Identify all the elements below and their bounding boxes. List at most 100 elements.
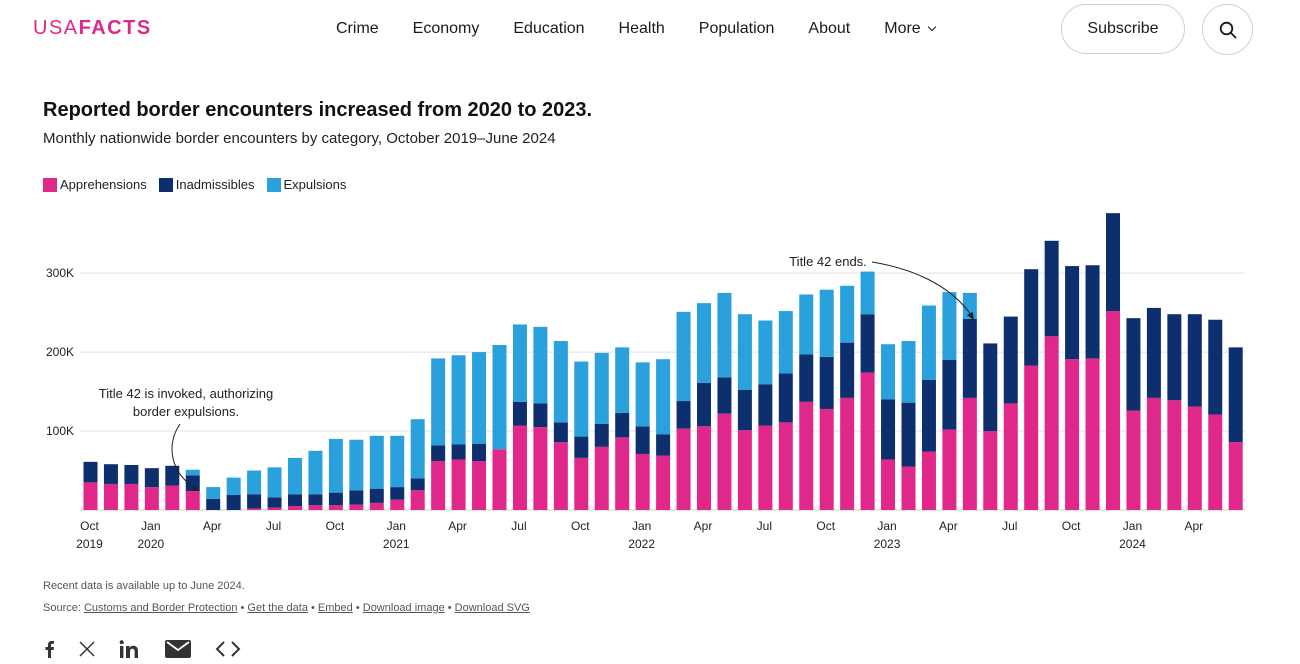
x-tick-label: Apr [694,519,713,533]
bar-apprehensions [594,446,609,510]
source-link[interactable]: Customs and Border Protection [83,602,238,614]
bar-expulsions [615,347,630,413]
nav-health[interactable]: Health [618,20,665,37]
bar-apprehensions [758,425,773,510]
bar-apprehensions [410,490,425,510]
embed-link[interactable]: Embed [317,602,353,614]
bar-expulsions [962,292,977,319]
site-header: USAFACTS Crime Economy Education Health … [0,0,1300,62]
bar-inadmissibles [431,445,446,462]
nav-education[interactable]: Education [513,20,585,37]
bar-apprehensions [1044,336,1059,510]
email-icon[interactable] [165,640,191,663]
bar-inadmissibles [206,498,221,510]
nav-population[interactable]: Population [698,20,775,37]
logo[interactable]: USAFACTS [33,17,152,39]
bar-apprehensions [390,499,405,510]
bar-apprehensions [983,431,998,510]
bar-inadmissibles [512,401,527,426]
x-tick-label: Oct [326,519,345,533]
x-tick-label: Jan [387,519,406,533]
annotation-arrowhead [191,485,199,491]
bar-expulsions [390,435,405,488]
bar-apprehensions [656,455,671,510]
download-image-link[interactable]: Download image [362,602,445,614]
bar-expulsions [942,292,957,360]
bar-inadmissibles [881,399,896,460]
y-tick-label: 100K [46,424,74,438]
bar-expulsions [758,320,773,385]
nav-economy[interactable]: Economy [412,20,480,37]
legend-swatch-expulsions [266,177,281,192]
bar-apprehensions [615,437,630,510]
nav-crime[interactable]: Crime [336,20,379,37]
bar-apprehensions [1167,400,1182,510]
bar-apprehensions [881,459,896,510]
bar-inadmissibles [594,423,609,447]
bar-apprehensions [1228,442,1243,510]
bar-apprehensions [512,425,527,510]
x-icon[interactable] [79,641,95,662]
legend-item-inadmissibles: Inadmissibles [158,177,255,192]
bar-expulsions [881,344,896,400]
bar-inadmissibles [1167,314,1182,401]
bar-apprehensions [717,413,732,510]
bar-expulsions [288,457,302,495]
bar-apprehensions [1065,359,1080,510]
nav-more[interactable]: More [884,20,936,38]
x-tick-year-label: 2021 [383,537,410,551]
bar-inadmissibles [349,490,364,505]
bar-apprehensions [1106,311,1120,510]
bar-expulsions [451,355,466,445]
get-data-link[interactable]: Get the data [247,602,308,614]
bar-inadmissibles [799,354,814,402]
bar-expulsions [553,341,568,423]
x-tick-label: Oct [816,519,835,533]
bar-inadmissibles [308,494,323,506]
bar-inadmissibles [1085,265,1100,359]
bar-apprehensions [472,461,487,510]
bar-apprehensions [860,372,875,510]
data-note: Recent data is available up to June 2024… [43,580,245,592]
annotation-title42-invoked: Title 42 is invoked, authorizing [99,386,273,401]
bar-expulsions [656,359,671,435]
bar-apprehensions [901,466,916,510]
bar-apprehensions [349,504,364,510]
bar-apprehensions [778,422,793,510]
bar-inadmissibles [267,497,282,508]
bar-inadmissibles [226,495,241,510]
bar-inadmissibles [615,412,630,438]
linkedin-icon[interactable] [119,640,141,663]
bar-inadmissibles [778,373,793,423]
bar-expulsions [247,470,262,495]
bar-expulsions [901,341,916,403]
chart-subtitle: Monthly nationwide border encounters by … [43,130,556,147]
download-svg-link[interactable]: Download SVG [454,602,530,614]
subscribe-button[interactable]: Subscribe [1061,4,1185,54]
bar-apprehensions [819,408,834,510]
search-button[interactable] [1202,4,1253,55]
bar-apprehensions [635,453,650,510]
bar-expulsions [860,271,875,315]
bar-inadmissibles [635,426,650,454]
x-tick-label: Jan [141,519,160,533]
annotation-line [171,423,196,489]
bar-apprehensions [1146,397,1161,510]
bar-inadmissibles [962,318,977,398]
annotation-title42-ends: Title 42 ends. [789,254,867,269]
bar-inadmissibles [1065,266,1080,360]
bar-inadmissibles [124,465,139,484]
bar-expulsions [431,358,446,446]
embed-code-icon[interactable] [215,640,241,663]
bar-expulsions [349,439,364,491]
bar-expulsions [778,311,793,374]
bar-apprehensions [533,427,548,510]
facebook-icon[interactable] [43,640,55,663]
bar-apprehensions [308,505,323,510]
x-tick-year-label: 2019 [76,537,103,551]
nav-about[interactable]: About [808,20,851,37]
bar-expulsions [717,292,732,378]
annotation-line [871,261,973,317]
chart-title: Reported border encounters increased fro… [43,99,593,121]
x-tick-label: Apr [203,519,222,533]
